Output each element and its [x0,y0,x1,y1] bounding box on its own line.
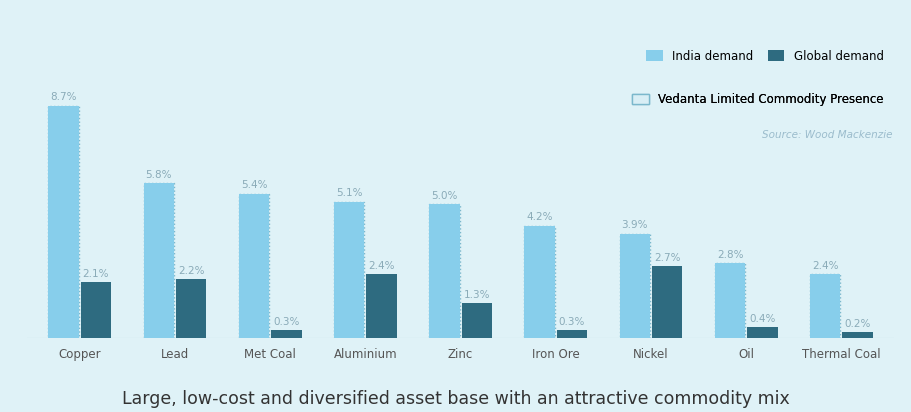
Bar [556,330,587,338]
Text: 5.1%: 5.1% [335,188,362,199]
Text: 0.3%: 0.3% [558,317,585,327]
Text: 2.1%: 2.1% [83,269,109,279]
Bar [619,234,650,338]
Text: Large, low-cost and diversified asset base with an attractive commodity mix: Large, low-cost and diversified asset ba… [122,390,789,408]
Bar [366,274,396,338]
Bar [239,194,269,338]
Bar [809,274,840,338]
Text: 5.4%: 5.4% [241,180,267,190]
Text: 3.9%: 3.9% [621,220,648,230]
Text: 2.2%: 2.2% [178,266,204,276]
Text: Source: Wood Mackenzie: Source: Wood Mackenzie [761,130,891,140]
Bar [333,201,364,338]
Text: 1.3%: 1.3% [463,290,489,300]
Bar [461,303,491,338]
Text: 2.8%: 2.8% [716,250,742,260]
Bar [619,234,650,338]
Bar [714,263,744,338]
Bar [429,204,459,338]
Bar [746,327,777,338]
Text: 8.7%: 8.7% [50,92,77,102]
Bar [333,201,364,338]
Bar [429,204,459,338]
Text: 2.4%: 2.4% [368,260,394,271]
Text: 5.0%: 5.0% [431,191,457,201]
Bar [271,330,302,338]
Text: 0.4%: 0.4% [748,314,774,324]
Bar [176,279,206,338]
Bar [48,105,78,338]
Text: 5.8%: 5.8% [146,170,172,180]
Bar [80,282,111,338]
Bar [524,226,554,338]
Text: 4.2%: 4.2% [526,213,552,222]
Text: 0.2%: 0.2% [844,319,870,329]
Legend: Vedanta Limited Commodity Presence: Vedanta Limited Commodity Presence [631,93,883,106]
Bar [239,194,269,338]
Text: 0.3%: 0.3% [272,317,299,327]
Bar [842,332,872,338]
Text: 2.7%: 2.7% [653,253,680,262]
Bar [143,183,174,338]
Bar [714,263,744,338]
Bar [143,183,174,338]
Text: 2.4%: 2.4% [811,260,837,271]
Bar [48,105,78,338]
Bar [651,266,681,338]
Bar [809,274,840,338]
Bar [524,226,554,338]
